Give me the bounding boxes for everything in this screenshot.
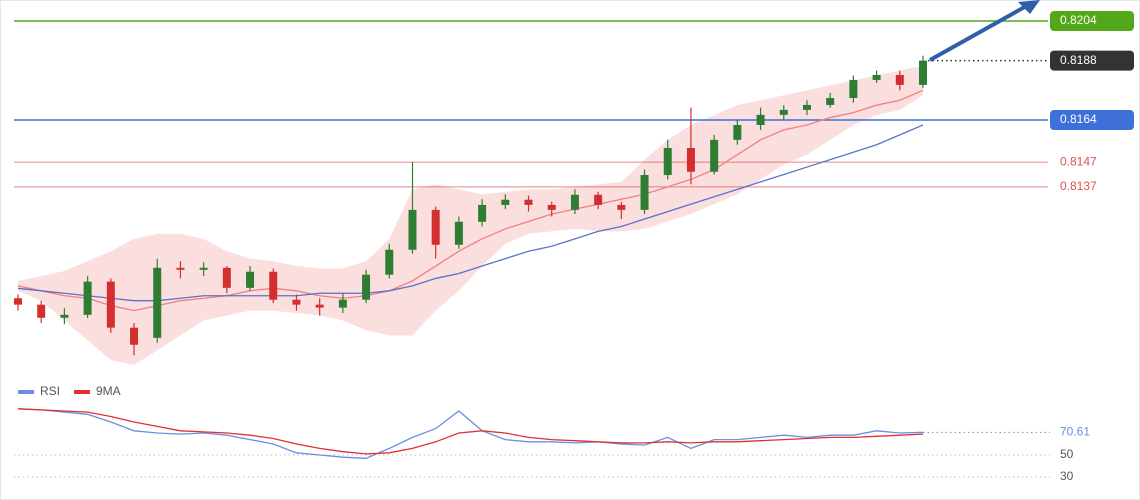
candle-body [547, 204, 556, 210]
indicator-line [17, 408, 924, 455]
legend-label: 9MA [96, 384, 121, 398]
candle-body [919, 60, 927, 85]
y-tick-label: 30 [1060, 469, 1074, 483]
level-label: 0.8188 [1060, 53, 1097, 67]
candle-body [663, 148, 672, 175]
candle-body [640, 174, 649, 210]
candle-body [849, 79, 858, 99]
level-label: 0.8164 [1060, 112, 1097, 126]
candle-body [385, 249, 394, 275]
legend-label: RSI [40, 384, 60, 398]
candle-body [501, 199, 510, 205]
candle-body [802, 104, 811, 110]
candle-body [176, 267, 185, 270]
trend-arrow [929, 2, 1031, 62]
legend-swatch [74, 390, 90, 394]
candle-body [246, 271, 255, 288]
rsi-panel: 50 30 RSI 9MA 70.61 [14, 384, 1090, 483]
candle-body [431, 209, 440, 245]
price-panel: 0.8204 0.8188 0.8164 0.8147 0.8137 [14, 11, 1134, 366]
candle-body [83, 281, 92, 315]
candle-body [106, 281, 115, 328]
candle-body [570, 194, 579, 210]
candle-body [756, 114, 765, 125]
level-label: 0.8137 [1060, 179, 1097, 193]
candle-body [338, 299, 347, 308]
candle-body [872, 74, 881, 80]
y-tick-label: 50 [1060, 447, 1074, 461]
bollinger-band [18, 65, 923, 366]
level-label-box [1050, 11, 1134, 32]
candle-body [153, 267, 162, 338]
level-label-box [1050, 50, 1134, 71]
candle-body [617, 204, 626, 210]
candle-body [315, 304, 324, 308]
legend-swatch [18, 390, 34, 394]
candle-body [895, 74, 904, 85]
candle-body [454, 221, 463, 245]
level-label-box [1050, 110, 1134, 131]
candle-body [710, 139, 719, 172]
current-value-label: 70.61 [1060, 425, 1090, 439]
candle-body [408, 209, 417, 250]
candle-body [594, 194, 603, 205]
candle-body [130, 327, 139, 345]
candle-body [14, 298, 22, 305]
moving-average [17, 89, 924, 312]
candle-body [292, 299, 301, 305]
indicator-line [17, 408, 924, 459]
candle-body [222, 267, 231, 288]
arrow-head [1018, 0, 1040, 14]
candle-body [362, 274, 371, 300]
candle-body [733, 124, 742, 140]
level-label: 0.8147 [1060, 154, 1097, 168]
candle-body [478, 204, 487, 222]
candle-body [60, 314, 69, 318]
candle-body [686, 148, 695, 172]
candle-body [199, 267, 208, 270]
candle-body [826, 98, 835, 105]
candle-body [37, 304, 46, 318]
candle-body [269, 271, 278, 300]
candle-body [779, 109, 788, 115]
moving-average [17, 124, 924, 302]
level-label: 0.8204 [1060, 13, 1097, 27]
candle-body [524, 199, 533, 205]
